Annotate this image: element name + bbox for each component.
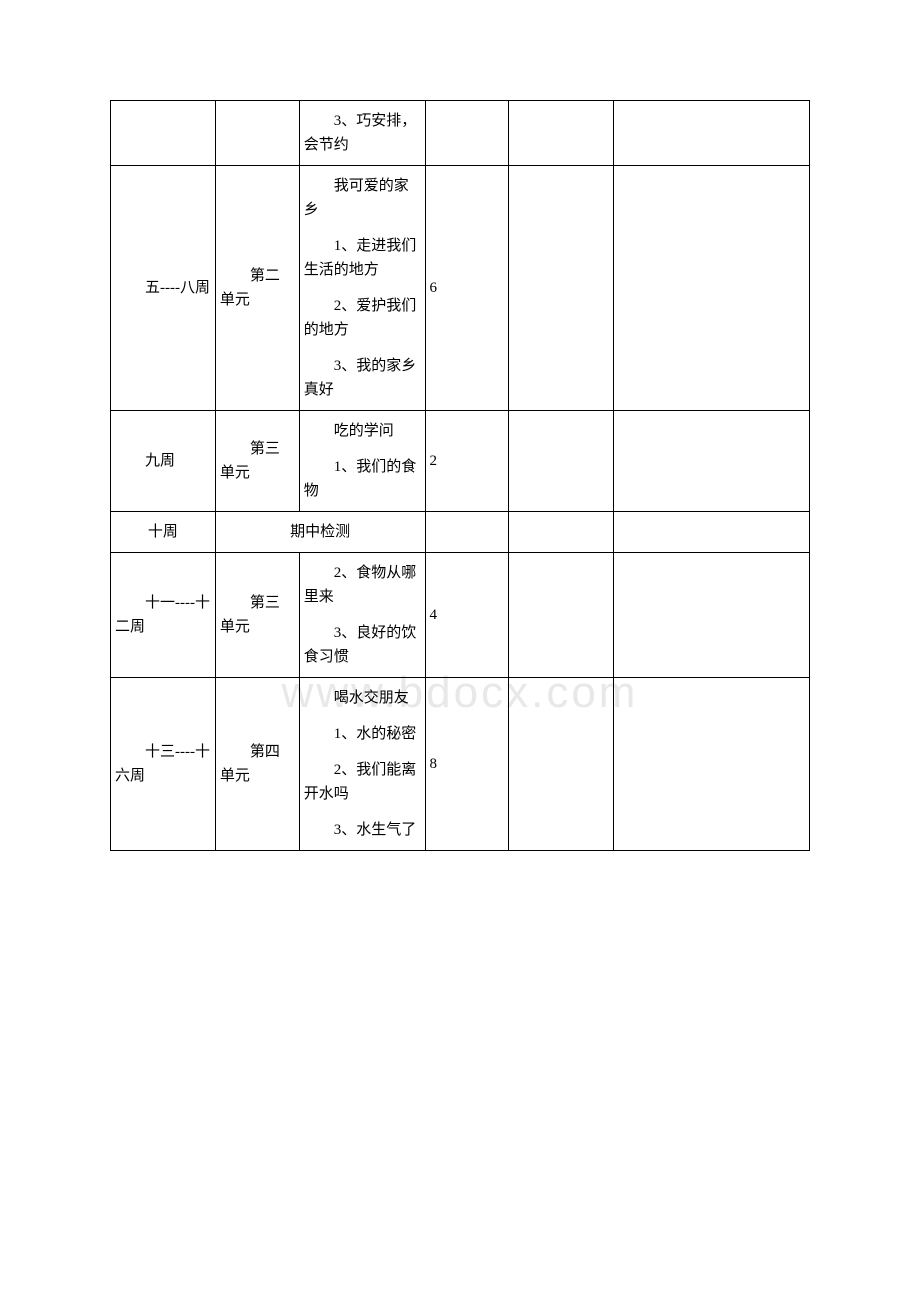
- unit-text: 第二单元: [220, 264, 295, 312]
- cell-empty: [509, 553, 614, 678]
- content-line: 3、巧安排，会节约: [304, 109, 421, 157]
- cell-week: 十三----十六周: [111, 678, 216, 851]
- cell-unit: 第四单元: [215, 678, 299, 851]
- cell-empty: [509, 101, 614, 166]
- cell-week: 十周: [111, 512, 216, 553]
- unit-text: 第三单元: [220, 437, 295, 485]
- cell-week: 五----八周: [111, 166, 216, 411]
- table-row: 九周 第三单元 吃的学问 1、我们的食物 2: [111, 411, 810, 512]
- cell-hours: [425, 512, 509, 553]
- week-text: 五----八周: [115, 276, 211, 300]
- cell-hours: 6: [425, 166, 509, 411]
- content-line: 1、走进我们生活的地方: [304, 234, 421, 282]
- content-line: 2、爱护我们的地方: [304, 294, 421, 342]
- cell-empty: [614, 411, 810, 512]
- cell-content: 3、巧安排，会节约: [299, 101, 425, 166]
- content-line: 3、水生气了: [304, 818, 421, 842]
- content-line: 3、良好的饮食习惯: [304, 621, 421, 669]
- cell-hours: 4: [425, 553, 509, 678]
- cell-week: 十一----十二周: [111, 553, 216, 678]
- cell-content: 喝水交朋友 1、水的秘密 2、我们能离开水吗 3、水生气了: [299, 678, 425, 851]
- cell-unit: 第二单元: [215, 166, 299, 411]
- content-line: 2、我们能离开水吗: [304, 758, 421, 806]
- table-row: 十周 期中检测: [111, 512, 810, 553]
- cell-empty: [509, 166, 614, 411]
- cell-hours: [425, 101, 509, 166]
- cell-empty: [614, 553, 810, 678]
- table-row: 十三----十六周 第四单元 喝水交朋友 1、水的秘密 2、我们能离开水吗 3、…: [111, 678, 810, 851]
- week-text: 九周: [115, 449, 211, 473]
- cell-content: 2、食物从哪里来 3、良好的饮食习惯: [299, 553, 425, 678]
- table-row: 3、巧安排，会节约: [111, 101, 810, 166]
- content-line: 我可爱的家乡: [304, 174, 421, 222]
- table-wrapper: 3、巧安排，会节约 五----八周 第二单元 我可爱的家乡 1、走进我们生活的地…: [110, 100, 810, 851]
- content-line: 3、我的家乡真好: [304, 354, 421, 402]
- cell-empty: [509, 411, 614, 512]
- table-row: 十一----十二周 第三单元 2、食物从哪里来 3、良好的饮食习惯 4: [111, 553, 810, 678]
- cell-content: 吃的学问 1、我们的食物: [299, 411, 425, 512]
- cell-empty: [614, 678, 810, 851]
- cell-empty: [509, 678, 614, 851]
- schedule-table: 3、巧安排，会节约 五----八周 第二单元 我可爱的家乡 1、走进我们生活的地…: [110, 100, 810, 851]
- unit-text: 第四单元: [220, 740, 295, 788]
- table-row: 五----八周 第二单元 我可爱的家乡 1、走进我们生活的地方 2、爱护我们的地…: [111, 166, 810, 411]
- content-line: 喝水交朋友: [304, 686, 421, 710]
- content-line: 吃的学问: [304, 419, 421, 443]
- content-line: 1、我们的食物: [304, 455, 421, 503]
- cell-content: 我可爱的家乡 1、走进我们生活的地方 2、爱护我们的地方 3、我的家乡真好: [299, 166, 425, 411]
- cell-empty: [614, 166, 810, 411]
- cell-unit: 第三单元: [215, 553, 299, 678]
- content-line: 2、食物从哪里来: [304, 561, 421, 609]
- cell-unit: 第三单元: [215, 411, 299, 512]
- cell-hours: 8: [425, 678, 509, 851]
- cell-week: [111, 101, 216, 166]
- week-text: 十三----十六周: [115, 740, 211, 788]
- cell-unit: [215, 101, 299, 166]
- cell-empty: [614, 512, 810, 553]
- cell-empty: [509, 512, 614, 553]
- cell-week: 九周: [111, 411, 216, 512]
- content-line: 1、水的秘密: [304, 722, 421, 746]
- cell-empty: [614, 101, 810, 166]
- cell-merged-exam: 期中检测: [215, 512, 425, 553]
- unit-text: 第三单元: [220, 591, 295, 639]
- cell-hours: 2: [425, 411, 509, 512]
- week-text: 十一----十二周: [115, 591, 211, 639]
